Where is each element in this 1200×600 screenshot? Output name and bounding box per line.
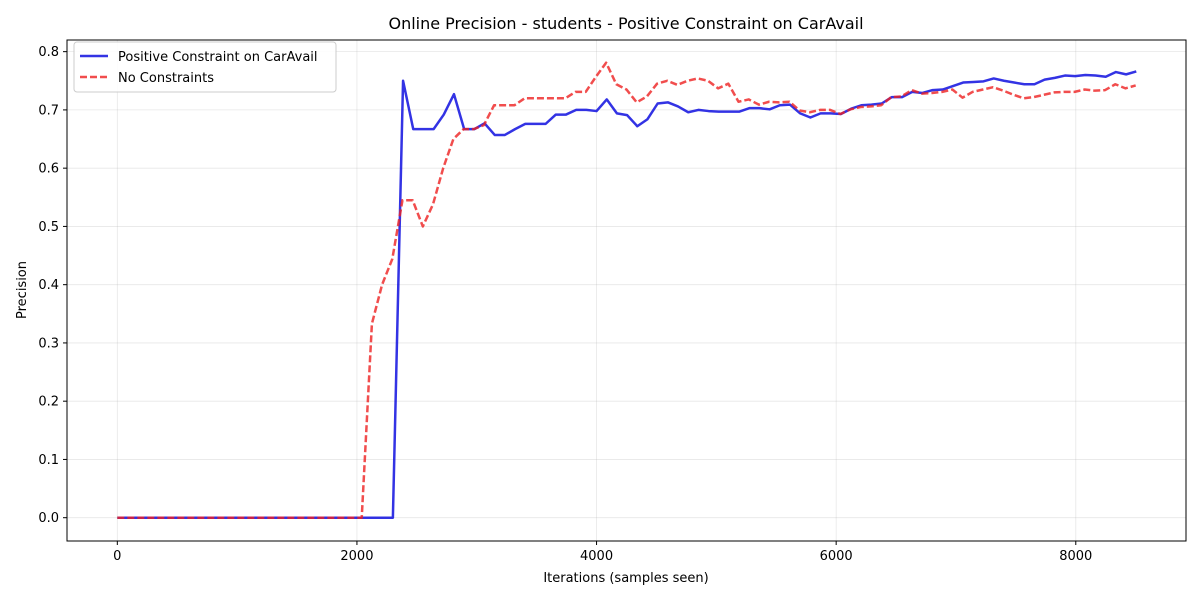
x-axis-title: Iterations (samples seen): [543, 571, 708, 586]
legend-label-positive-constraint: Positive Constraint on CarAvail: [118, 50, 318, 65]
tick-layer: 0 2000 4000 6000 8000 0.0 0.1 0.2 0.3 0.4 0.5 0.6 0.…: [38, 45, 1092, 564]
plot-frame: [66, 39, 1187, 542]
y-tick-label: 0.2: [38, 395, 59, 410]
y-tick-label: 0.6: [38, 162, 59, 177]
legend-label-no-constraints: No Constraints: [118, 71, 214, 86]
series-line-no-constraints: [117, 61, 1137, 519]
grid-layer: [67, 40, 1186, 541]
x-tick-label: 2000: [340, 549, 373, 564]
x-tick-label: 4000: [580, 549, 613, 564]
chart-title: Online Precision - students - Positive C…: [388, 14, 863, 33]
legend-box: [73, 41, 337, 93]
series-line-positive-constraint: [117, 70, 1137, 519]
x-tick-label: 0: [113, 549, 121, 564]
legend: Positive Constraint on CarAvail No Const…: [73, 41, 337, 93]
series-layer: [117, 61, 1137, 519]
y-tick-label: 0.1: [38, 453, 59, 468]
y-tick-label: 0.8: [38, 45, 59, 60]
y-tick-label: 0.3: [38, 336, 59, 351]
y-tick-label: 0.5: [38, 220, 59, 235]
y-axis-title: Precision: [15, 261, 30, 319]
y-tick-label: 0.4: [38, 278, 59, 293]
y-tick-label: 0.0: [38, 511, 59, 526]
x-tick-label: 8000: [1059, 549, 1092, 564]
y-tick-label: 0.7: [38, 103, 59, 118]
x-tick-label: 6000: [820, 549, 853, 564]
